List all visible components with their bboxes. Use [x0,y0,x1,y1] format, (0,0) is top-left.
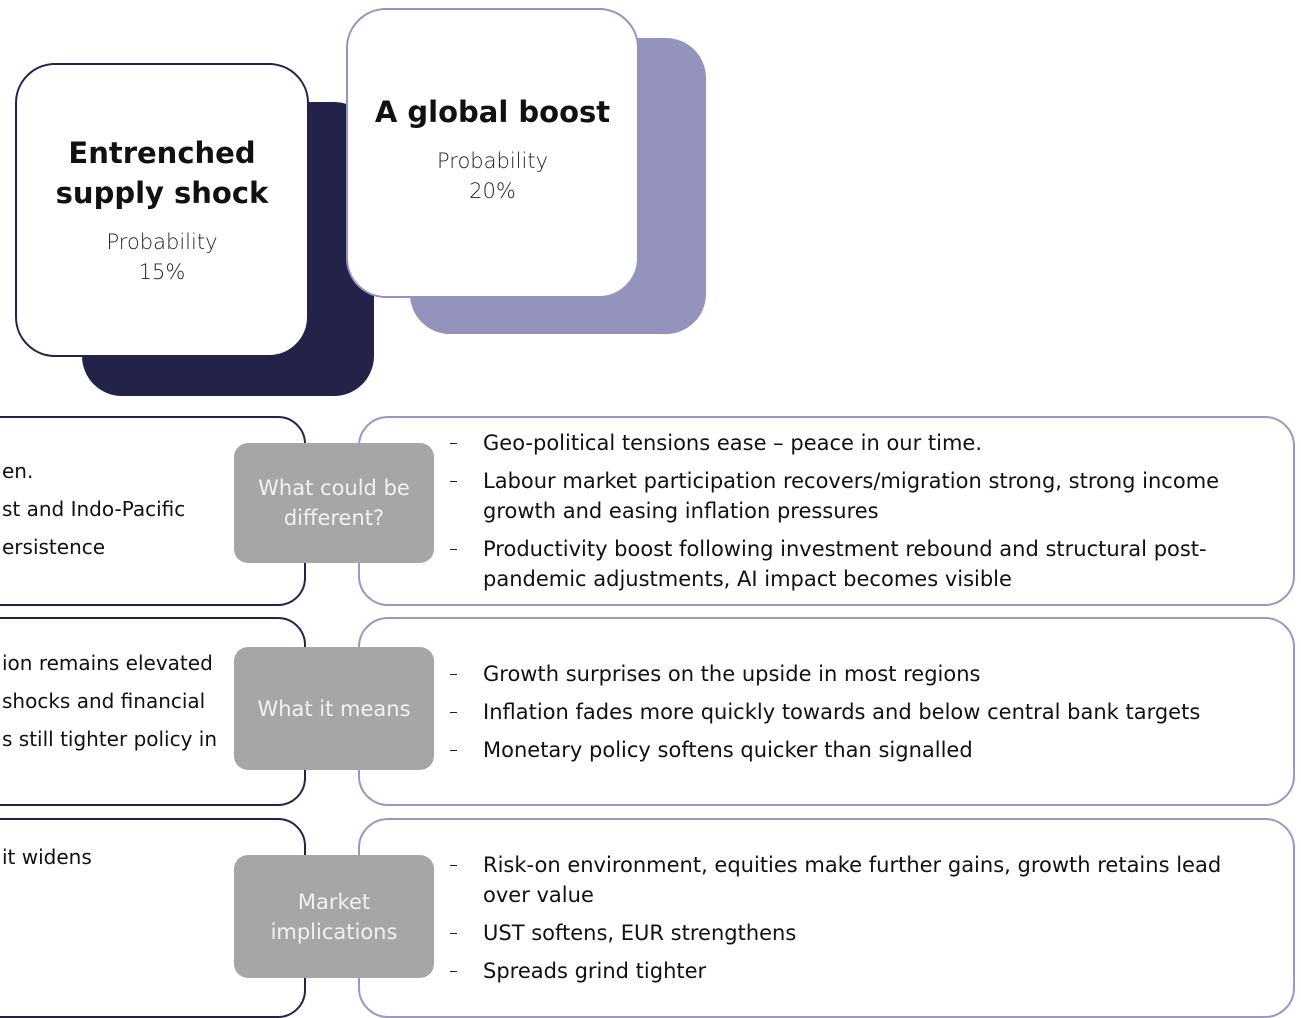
list-item: Spreads grind tighter [450,956,1263,986]
bullet-dash [450,673,457,675]
bullet-dash [450,749,457,751]
item-text: Spreads grind tighter [483,959,707,983]
scenario-card: Entrenched supply shock Probability 15% [15,63,309,357]
left-line: shocks and financial [2,689,206,713]
left-line: ersistence [2,535,106,559]
left-line: s still tighter policy in [2,727,218,751]
right-box: Growth surprises on the upside in most r… [358,617,1295,806]
bullet-dash [450,971,457,972]
probability-label: Probability [106,230,218,254]
left-text: ion remains elevated shocks and financial… [2,644,217,758]
scenario-card: A global boost Probability 20% [346,8,639,298]
item-text: Inflation fades more quickly towards and… [483,699,1201,724]
list-item: Labour market participation recovers/mig… [450,466,1263,526]
row-label: What it means [234,647,434,770]
list-item: UST softens, EUR strengthens [450,918,1263,948]
list-item: Growth surprises on the upside in most r… [450,659,1263,689]
left-line: ion remains elevated [2,651,213,675]
bullet-dash [450,711,457,713]
item-text: Geo-political tensions ease – peace in o… [483,431,983,455]
probability: 20% [469,179,516,203]
item-text: Growth surprises on the upside in most r… [483,661,981,686]
left-text: en. st and Indo-Pacific ersistence [2,452,185,566]
bullet-dash [450,865,457,866]
item-text: Monetary policy softens quicker than sig… [483,737,973,762]
left-line: st and Indo-Pacific [2,497,186,521]
probability: 15% [138,260,186,284]
card-title: A global boost [374,95,611,129]
row-label: What could be different? [234,443,434,563]
left-text: it widens [2,838,92,876]
list-item: Productivity boost following investment … [450,534,1263,594]
bullet-dash [450,443,457,444]
right-box: Risk-on environment, equities make furth… [358,818,1295,1018]
row-label: Market implications [234,855,434,978]
left-line: it widens [2,845,92,869]
item-text: Risk-on environment, equities make furth… [483,853,1222,907]
list-item: Monetary policy softens quicker than sig… [450,735,1263,765]
right-box: Geo-political tensions ease – peace in o… [358,416,1295,606]
left-line: en. [2,459,34,483]
bullet-dash [450,549,457,550]
probability-label: Probability [436,149,548,173]
list-item: Risk-on environment, equities make furth… [450,850,1263,910]
card-title: Entrenched supply shock [55,136,269,210]
item-text: Labour market participation recovers/mig… [483,469,1220,523]
item-text: Productivity boost following investment … [483,537,1207,591]
bullet-dash [450,481,457,482]
list-item: Inflation fades more quickly towards and… [450,697,1263,727]
list-item: Geo-political tensions ease – peace in o… [450,428,1263,458]
bullet-dash [450,933,457,934]
item-text: UST softens, EUR strengthens [483,921,797,945]
